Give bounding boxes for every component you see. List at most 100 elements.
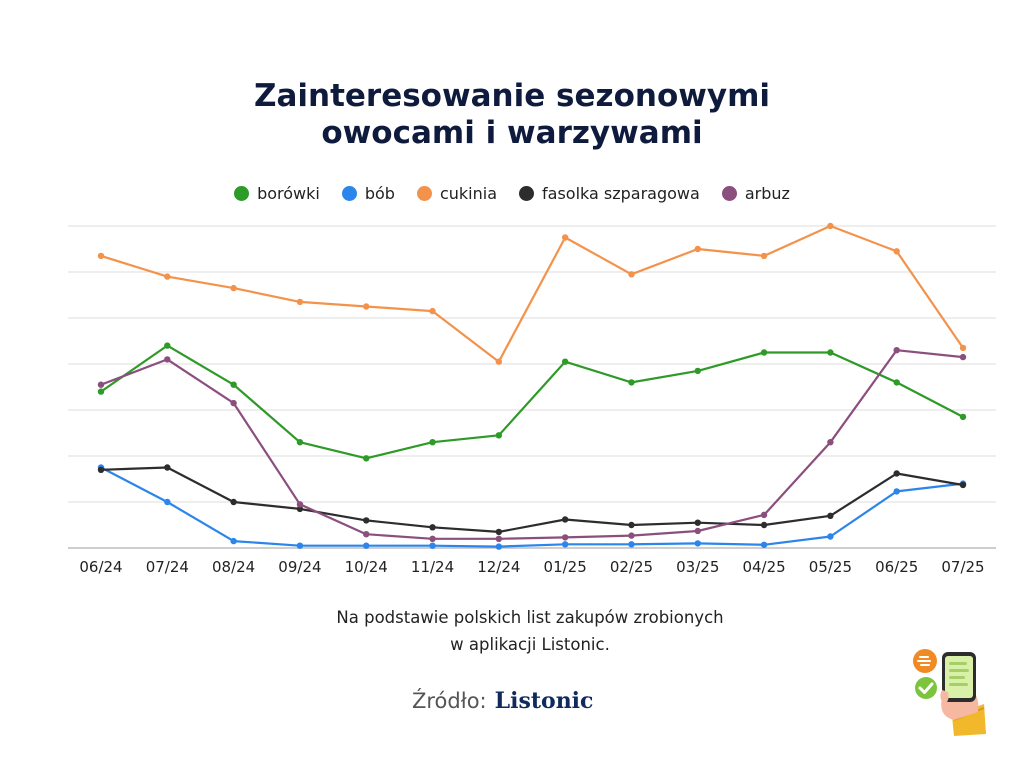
caption-line-1: Na podstawie polskich list zakupów zrobi… <box>336 608 724 627</box>
data-point <box>760 521 768 529</box>
data-point <box>296 542 304 549</box>
data-point <box>495 432 503 439</box>
data-point <box>959 481 967 489</box>
data-point <box>628 532 635 539</box>
data-point <box>893 488 900 495</box>
data-point <box>893 347 900 354</box>
data-point <box>561 516 569 523</box>
data-point <box>893 470 900 477</box>
x-tick-label: 05/25 <box>809 558 852 576</box>
data-point <box>429 307 436 315</box>
data-point <box>164 273 171 280</box>
data-point <box>97 466 105 473</box>
x-tick-label: 12/24 <box>477 558 520 576</box>
data-point <box>694 527 701 535</box>
legend-marker <box>341 186 357 201</box>
data-point <box>495 535 503 542</box>
x-tick-label: 08/24 <box>212 558 255 576</box>
x-tick-label: 07/24 <box>146 558 189 576</box>
data-point <box>97 381 105 388</box>
legend-label: fasolka szparagowa <box>542 184 700 203</box>
legend-label: arbuz <box>744 184 790 203</box>
data-point <box>760 541 768 548</box>
x-tick-label: 10/24 <box>345 558 388 576</box>
data-point <box>628 379 635 386</box>
data-point <box>893 379 900 386</box>
data-point <box>164 356 171 363</box>
phone-hand-illustration <box>913 649 986 736</box>
data-point <box>97 252 105 260</box>
data-point <box>827 512 834 519</box>
series-line-0 <box>99 344 965 460</box>
data-point <box>694 540 701 547</box>
data-point <box>959 413 967 421</box>
x-tick-label: 11/24 <box>411 558 454 576</box>
data-point <box>363 517 370 524</box>
data-point <box>628 271 635 278</box>
legend-item-boruwki: borówki <box>234 184 320 203</box>
data-point <box>164 464 171 471</box>
legend-item-cukinia: cukinia <box>416 184 498 203</box>
data-point <box>959 353 967 361</box>
x-tick-label: 01/25 <box>544 558 587 576</box>
series-line-2 <box>99 224 965 363</box>
data-point <box>827 533 834 540</box>
data-point <box>230 498 237 506</box>
data-point <box>561 541 569 548</box>
data-point <box>628 541 635 548</box>
data-point <box>561 534 569 541</box>
data-point <box>628 521 635 529</box>
data-point <box>230 284 237 292</box>
legend-marker <box>234 186 250 201</box>
data-point <box>164 498 171 506</box>
data-point <box>97 388 105 395</box>
x-tick-label: 02/25 <box>610 558 653 576</box>
data-point <box>694 245 701 253</box>
data-point <box>561 358 569 365</box>
data-point <box>429 535 436 542</box>
chart-title-line-2: owocami i warzywami <box>321 115 703 151</box>
legend-marker <box>721 186 737 201</box>
x-tick-label: 04/25 <box>742 558 785 576</box>
legend-item-bob: bób <box>341 184 395 203</box>
data-point <box>893 248 900 255</box>
x-tick-label: 06/25 <box>875 558 918 576</box>
data-point <box>296 505 304 513</box>
data-point <box>230 381 237 388</box>
series-line-1 <box>99 466 965 548</box>
data-point <box>760 349 768 356</box>
x-tick-label: 07/25 <box>941 558 984 576</box>
chart-legend: borówki bób cukinia fasolka szparagowa a… <box>0 184 1024 203</box>
chart-title-line-1: Zainteresowanie sezonowymi <box>253 78 771 114</box>
data-point <box>164 342 171 349</box>
series-line-4 <box>99 349 965 540</box>
caption-line-2: w aplikacji Listonic. <box>450 635 610 654</box>
data-point <box>760 252 768 260</box>
listonic-logo: Listonic <box>494 688 594 714</box>
data-point <box>429 439 436 446</box>
data-point <box>296 439 304 446</box>
series-line-3 <box>99 466 965 534</box>
source-attribution: Źródło: Listonic <box>412 688 593 714</box>
data-point <box>429 542 436 549</box>
data-point <box>296 298 304 306</box>
data-point <box>561 234 569 241</box>
source-label: Źródło: <box>412 689 487 713</box>
data-point <box>363 303 370 310</box>
legend-item-fasolka: fasolka szparagowa <box>519 184 700 203</box>
data-point <box>827 349 834 356</box>
data-point <box>230 537 237 545</box>
data-point <box>827 222 834 230</box>
legend-marker <box>519 186 535 201</box>
legend-label: cukinia <box>439 184 498 203</box>
line-chart: 06/24 07/24 08/24 09/24 10/24 11/24 12/24 01/25… <box>68 222 996 576</box>
data-point <box>363 542 370 549</box>
x-tick-label: 09/24 <box>278 558 321 576</box>
data-point <box>495 528 503 536</box>
data-point <box>429 524 436 531</box>
data-point <box>760 511 768 519</box>
data-point <box>495 543 503 550</box>
legend-marker <box>416 186 432 201</box>
data-point <box>827 439 834 446</box>
legend-label: bób <box>364 184 395 203</box>
